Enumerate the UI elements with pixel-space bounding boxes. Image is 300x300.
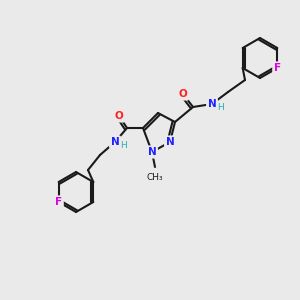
Text: N: N: [166, 137, 174, 147]
Text: N: N: [111, 137, 119, 147]
Text: O: O: [178, 89, 188, 99]
Text: N: N: [208, 99, 216, 109]
Text: H: H: [217, 103, 224, 112]
Text: F: F: [55, 197, 62, 207]
Text: N: N: [148, 147, 156, 157]
Text: H: H: [120, 142, 127, 151]
Text: CH₃: CH₃: [147, 173, 163, 182]
Text: F: F: [274, 63, 281, 73]
Text: O: O: [115, 111, 123, 121]
